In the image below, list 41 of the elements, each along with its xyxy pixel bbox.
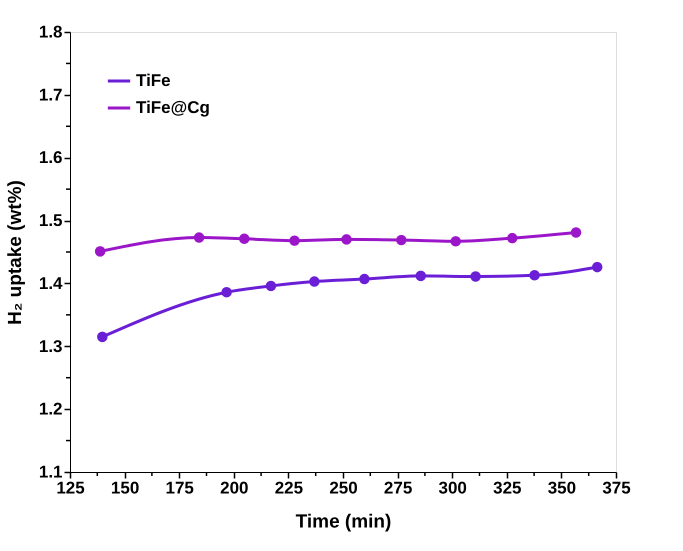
point — [289, 235, 300, 246]
point — [450, 236, 461, 247]
point — [221, 286, 232, 298]
x-tick-label: 300 — [438, 478, 467, 498]
x-tick-label: 125 — [56, 478, 85, 498]
y-tick-label: 1.7 — [38, 85, 62, 104]
point — [266, 280, 276, 292]
point — [529, 270, 540, 280]
point — [570, 227, 582, 238]
point — [194, 232, 204, 243]
point — [97, 332, 108, 342]
point — [341, 234, 352, 245]
x-tick-label: 375 — [602, 478, 631, 498]
y-tick-label: 1.8 — [38, 22, 62, 42]
point — [507, 232, 518, 244]
x-tick-label: 275 — [384, 478, 412, 498]
point — [309, 276, 320, 287]
legend-label: TiFe@Cg — [136, 98, 210, 117]
x-tick-label: 175 — [166, 478, 194, 498]
y-tick-label: 1.5 — [38, 211, 62, 230]
x-tick-label: 150 — [110, 478, 140, 498]
x-tick-label: 250 — [329, 478, 358, 498]
point — [396, 234, 407, 246]
x-tick-label: 200 — [220, 478, 248, 498]
point — [94, 246, 106, 257]
point — [470, 271, 481, 282]
y-tick-label: 1.3 — [38, 336, 62, 356]
x-axis-title: Time (min) — [296, 512, 392, 532]
x-tick-label: 225 — [274, 478, 304, 498]
y-tick-label: 1.1 — [38, 462, 62, 482]
legend-label: TiFe — [136, 71, 171, 90]
y-tick-label: 1.4 — [38, 274, 64, 293]
point — [592, 262, 602, 272]
point — [416, 270, 426, 282]
x-tick-label: 325 — [493, 478, 522, 498]
point — [239, 234, 250, 244]
y-tick-label: 1.6 — [38, 148, 62, 168]
x-tick-label: 350 — [548, 478, 576, 498]
point — [359, 274, 370, 284]
y-tick-label: 1.2 — [38, 400, 62, 419]
y-axis-title: H₂ uptake (wt%) — [4, 180, 26, 325]
